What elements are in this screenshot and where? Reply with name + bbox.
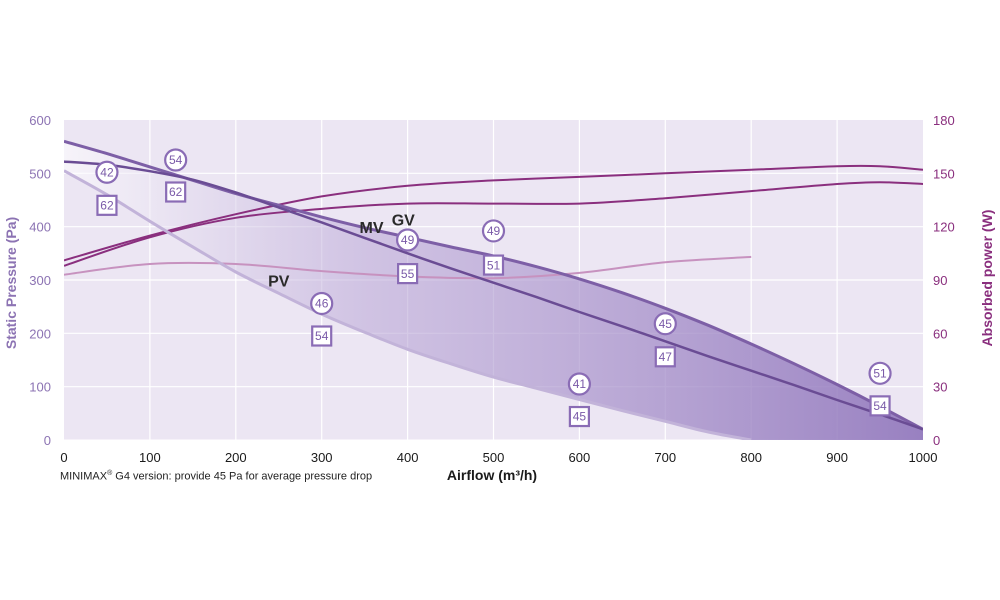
noise-square-marker: 62 (165, 181, 187, 203)
x-tick-label: 1000 (909, 450, 938, 465)
x-tick-label: 200 (225, 450, 247, 465)
noise-circle-marker: 46 (310, 291, 334, 316)
curve-label-pv: PV (268, 273, 290, 290)
noise-square-marker: 51 (482, 254, 505, 276)
marker-label: 51 (873, 367, 887, 381)
noise-square-marker: 54 (869, 395, 891, 417)
x-tick-label: 300 (311, 450, 333, 465)
marker-label: 47 (659, 350, 673, 364)
band-area (64, 141, 923, 440)
y-left-tick-label: 100 (29, 380, 51, 395)
noise-circle-marker: 54 (164, 148, 188, 172)
operating-range-band (64, 141, 923, 440)
marker-label: 62 (100, 199, 114, 213)
x-tick-label: 0 (60, 450, 67, 465)
marker-label: 46 (315, 297, 329, 311)
noise-square-marker: 55 (397, 263, 419, 285)
y-right-tick-label: 60 (933, 326, 947, 341)
y-left-tick-label: 0 (44, 433, 51, 448)
y-axis-right-title: Absorbed power (W) (979, 210, 995, 347)
marker-label: 45 (659, 317, 673, 331)
x-tick-label: 800 (740, 450, 762, 465)
noise-circle-marker: 42 (95, 160, 119, 184)
y-right-tick-label: 150 (933, 166, 955, 181)
noise-circle-marker: 49 (396, 228, 420, 252)
x-tick-label: 900 (826, 450, 848, 465)
y-left-tick-label: 500 (29, 166, 51, 181)
y-right-tick-label: 180 (933, 113, 955, 128)
x-tick-label: 100 (139, 450, 161, 465)
pressure-curve-pv (64, 169, 752, 440)
marker-label: 54 (315, 329, 329, 343)
y-left-tick-label: 200 (29, 326, 51, 341)
y-right-tick-label: 0 (933, 433, 940, 448)
curve-label-gv: GV (392, 213, 415, 230)
axis-ticks: 0 100 200 300 400 500 600 700 800 900 100001002003… (29, 113, 954, 465)
footnote-suffix: G4 version: provide 45 Pa for average pr… (112, 470, 373, 483)
noise-square-marker: 47 (654, 346, 676, 368)
curve-labels: GV MV PV (268, 213, 415, 291)
marker-label: 51 (487, 258, 501, 272)
power-curve-1 (64, 164, 923, 262)
power-curve-2 (64, 181, 923, 267)
noise-circle-marker: 51 (868, 361, 892, 385)
marker-label: 49 (487, 224, 501, 238)
x-axis-title: Airflow (m³/h) (447, 467, 537, 483)
marker-label: 54 (873, 399, 887, 413)
x-tick-label: 400 (397, 450, 419, 465)
noise-circle-marker: 41 (567, 372, 592, 396)
noise-circle-marker: 49 (481, 219, 506, 243)
noise-square-marker: 62 (96, 194, 118, 216)
markers: 42 62 54 62 49 55 49 51 46 54 41 45 45 47 51 54 (95, 148, 892, 428)
footnote: MINIMAX® G4 version: provide 45 Pa for a… (60, 470, 372, 483)
pressure-curve-mv (64, 160, 923, 431)
y-left-tick-label: 400 (29, 220, 51, 235)
noise-square-marker: 45 (568, 405, 591, 428)
marker-label: 54 (169, 153, 183, 167)
marker-label: 55 (401, 267, 415, 281)
noise-square-marker: 54 (311, 325, 333, 347)
y-axis-left-title: Static Pressure (Pa) (3, 217, 19, 349)
marker-label: 49 (401, 233, 415, 247)
curve-label-mv: MV (360, 220, 384, 237)
marker-label: 42 (100, 165, 114, 179)
y-right-tick-label: 90 (933, 273, 947, 288)
y-right-tick-label: 120 (933, 220, 955, 235)
noise-circle-marker: 45 (653, 312, 677, 336)
marker-label: 41 (573, 377, 587, 391)
marker-label: 62 (169, 185, 183, 199)
footnote-prefix: MINIMAX (60, 470, 108, 483)
x-tick-label: 500 (483, 450, 505, 465)
x-tick-label: 600 (569, 450, 591, 465)
y-left-tick-label: 600 (29, 113, 51, 128)
x-tick-label: 700 (654, 450, 676, 465)
marker-label: 45 (573, 410, 587, 424)
footnote-sup: ® (107, 470, 113, 477)
y-left-tick-label: 300 (29, 273, 51, 288)
y-right-tick-label: 30 (933, 380, 947, 395)
